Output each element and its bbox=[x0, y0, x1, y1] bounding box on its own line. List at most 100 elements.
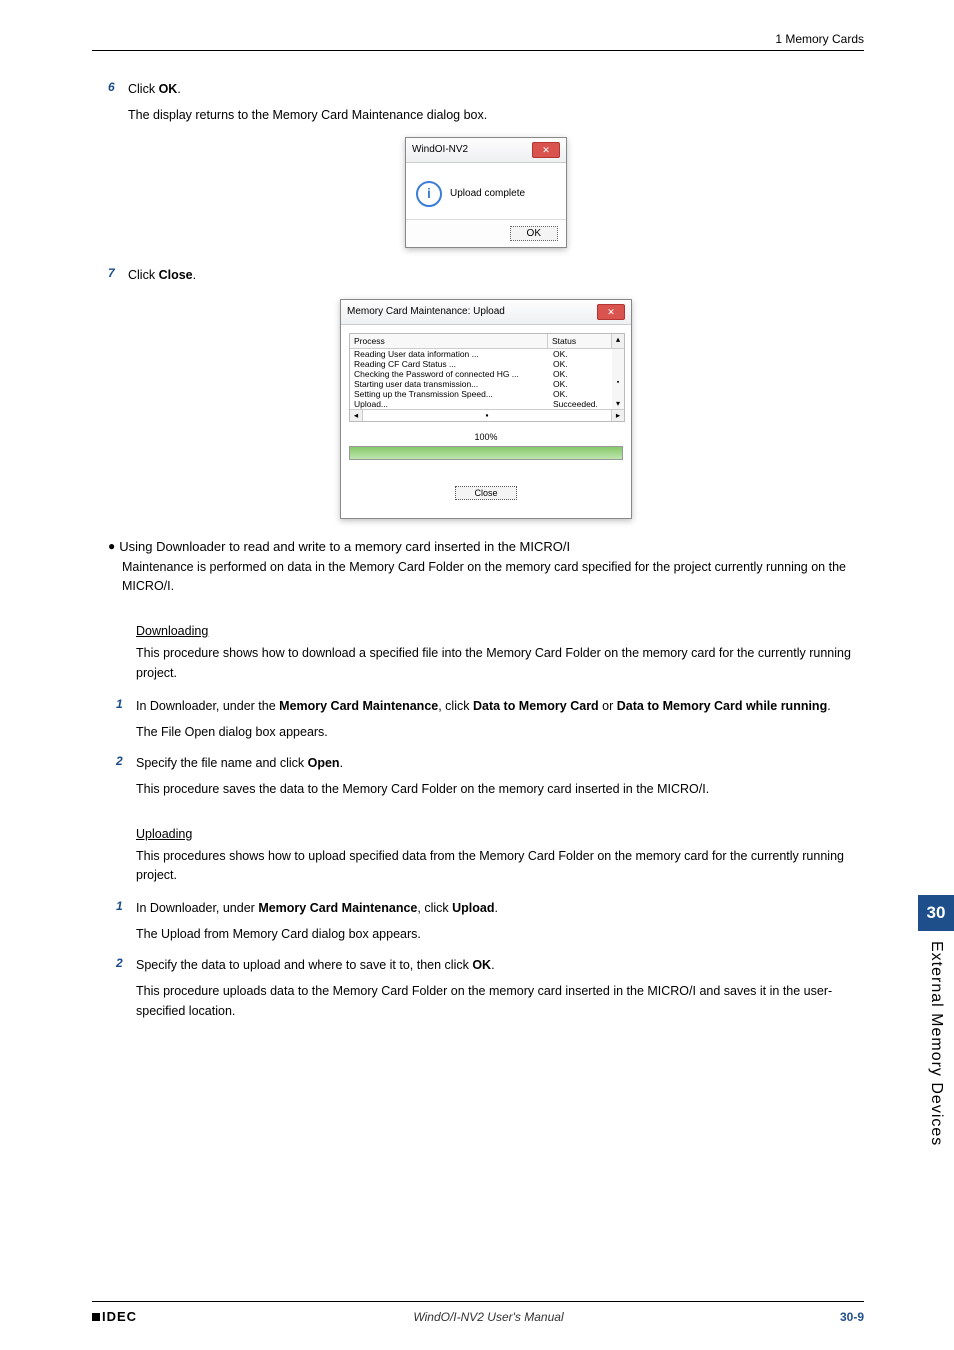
step-text: In Downloader, under the Memory Card Mai… bbox=[136, 697, 864, 716]
table-row: Upload...Succeeded.▾ bbox=[350, 399, 624, 409]
scroll-track[interactable]: ▪ bbox=[612, 379, 624, 389]
scroll-down-icon[interactable]: ▾ bbox=[612, 399, 624, 409]
table-row: Setting up the Transmission Speed...OK. bbox=[350, 389, 624, 399]
scroll-track[interactable] bbox=[612, 349, 624, 359]
t: In Downloader, under bbox=[136, 901, 258, 915]
cell-process: Setting up the Transmission Speed... bbox=[350, 389, 549, 399]
section-heading: ● Using Downloader to read and write to … bbox=[108, 539, 864, 554]
t: Specify the file name and click bbox=[136, 756, 308, 770]
b: Open bbox=[308, 756, 340, 770]
t: . bbox=[494, 901, 497, 915]
chapter-tab: 30 External Memory Devices bbox=[918, 895, 954, 1146]
step-text: In Downloader, under Memory Card Mainten… bbox=[136, 899, 864, 918]
info-icon: i bbox=[416, 181, 442, 207]
process-table: Process Status ▴ Reading User data infor… bbox=[349, 333, 625, 422]
dl-step-2: 2 Specify the file name and click Open. bbox=[116, 754, 864, 773]
brand-text: IDEC bbox=[102, 1309, 137, 1324]
cell-status: OK. bbox=[549, 379, 612, 389]
step-number: 6 bbox=[108, 80, 128, 94]
step-text: Click OK. bbox=[128, 80, 864, 99]
col-process: Process bbox=[350, 334, 548, 348]
table-row: Reading CF Card Status ...OK. bbox=[350, 359, 624, 369]
b: Close bbox=[159, 268, 193, 282]
dialog-titlebar: Memory Card Maintenance: Upload ✕ bbox=[341, 300, 631, 325]
b: Upload bbox=[452, 901, 494, 915]
section-body: Maintenance is performed on data in the … bbox=[122, 558, 864, 597]
section-title: Using Downloader to read and write to a … bbox=[119, 539, 864, 554]
t: Click bbox=[128, 268, 159, 282]
close-icon[interactable]: ✕ bbox=[532, 142, 560, 158]
cell-process: Reading User data information ... bbox=[350, 349, 549, 359]
t: Click bbox=[128, 82, 159, 96]
step-desc: The display returns to the Memory Card M… bbox=[128, 105, 864, 125]
dl-step-1: 1 In Downloader, under the Memory Card M… bbox=[116, 697, 864, 716]
downloading-intro: This procedure shows how to download a s… bbox=[136, 644, 864, 683]
scroll-right-icon[interactable]: ▸ bbox=[611, 410, 624, 421]
scroll-track[interactable] bbox=[612, 369, 624, 379]
uploading-heading: Uploading bbox=[136, 827, 864, 841]
bullet-icon: ● bbox=[108, 539, 115, 552]
scroll-left-icon[interactable]: ◂ bbox=[350, 410, 363, 421]
step-number: 1 bbox=[116, 697, 136, 711]
dialog-footer: OK bbox=[406, 219, 566, 247]
close-button[interactable]: Close bbox=[455, 486, 516, 500]
ul-step-1: 1 In Downloader, under Memory Card Maint… bbox=[116, 899, 864, 918]
step-text: Specify the data to upload and where to … bbox=[136, 956, 864, 975]
footer: IDEC WindO/I-NV2 User's Manual 30-9 bbox=[92, 1309, 864, 1324]
step-desc: The File Open dialog box appears. bbox=[136, 722, 864, 742]
step-text: Click Close. bbox=[128, 266, 864, 285]
step-6: 6 Click OK. bbox=[108, 80, 864, 99]
dialog-title: WindOI-NV2 bbox=[412, 144, 532, 155]
t: . bbox=[491, 958, 494, 972]
cell-process: Reading CF Card Status ... bbox=[350, 359, 549, 369]
cell-status: OK. bbox=[549, 359, 612, 369]
t: In Downloader, under the bbox=[136, 699, 279, 713]
uploading-intro: This procedures shows how to upload spec… bbox=[136, 847, 864, 886]
step-7: 7 Click Close. bbox=[108, 266, 864, 285]
header-breadcrumb: 1 Memory Cards bbox=[775, 32, 864, 46]
t: . bbox=[177, 82, 180, 96]
upload-complete-dialog: WindOI-NV2 ✕ i Upload complete OK bbox=[405, 137, 567, 248]
cell-status: OK. bbox=[549, 349, 612, 359]
step-text: Specify the file name and click Open. bbox=[136, 754, 864, 773]
step-number: 1 bbox=[116, 899, 136, 913]
footer-rule bbox=[92, 1301, 864, 1302]
t: or bbox=[599, 699, 617, 713]
table-header: Process Status ▴ bbox=[350, 334, 624, 349]
scroll-up-icon[interactable]: ▴ bbox=[612, 334, 624, 348]
dialog-titlebar: WindOI-NV2 ✕ bbox=[406, 138, 566, 163]
footer-page: 30-9 bbox=[840, 1310, 864, 1324]
table-row: Reading User data information ...OK. bbox=[350, 349, 624, 359]
scroll-mid: ▪ bbox=[363, 410, 611, 421]
step-desc: The Upload from Memory Card dialog box a… bbox=[136, 924, 864, 944]
cell-process: Starting user data transmission... bbox=[350, 379, 549, 389]
chapter-number: 30 bbox=[918, 895, 954, 931]
footer-title: WindO/I-NV2 User's Manual bbox=[137, 1310, 840, 1324]
t: . bbox=[193, 268, 196, 282]
scroll-track[interactable] bbox=[612, 359, 624, 369]
ok-button[interactable]: OK bbox=[510, 226, 558, 241]
b: OK bbox=[472, 958, 491, 972]
t: , click bbox=[438, 699, 473, 713]
col-status: Status bbox=[548, 334, 612, 348]
close-icon[interactable]: ✕ bbox=[597, 304, 625, 320]
content: 6 Click OK. The display returns to the M… bbox=[108, 80, 864, 1033]
step-number: 7 bbox=[108, 266, 128, 280]
scroll-track[interactable] bbox=[612, 389, 624, 399]
maintenance-upload-dialog: Memory Card Maintenance: Upload ✕ Proces… bbox=[340, 299, 632, 519]
ul-step-2: 2 Specify the data to upload and where t… bbox=[116, 956, 864, 975]
dialog-body: i Upload complete bbox=[406, 163, 566, 219]
chapter-label: External Memory Devices bbox=[927, 941, 945, 1146]
cell-status: OK. bbox=[549, 389, 612, 399]
b: Data to Memory Card bbox=[473, 699, 599, 713]
step-number: 2 bbox=[116, 754, 136, 768]
step-desc: This procedure saves the data to the Mem… bbox=[136, 779, 864, 799]
table-row: Starting user data transmission...OK.▪ bbox=[350, 379, 624, 389]
cell-process: Upload... bbox=[350, 399, 549, 409]
b: OK bbox=[159, 82, 178, 96]
cell-status: Succeeded. bbox=[549, 399, 612, 409]
h-scrollbar[interactable]: ◂ ▪ ▸ bbox=[350, 409, 624, 421]
table-row: Checking the Password of connected HG ..… bbox=[350, 369, 624, 379]
t: . bbox=[827, 699, 830, 713]
downloading-heading: Downloading bbox=[136, 624, 864, 638]
